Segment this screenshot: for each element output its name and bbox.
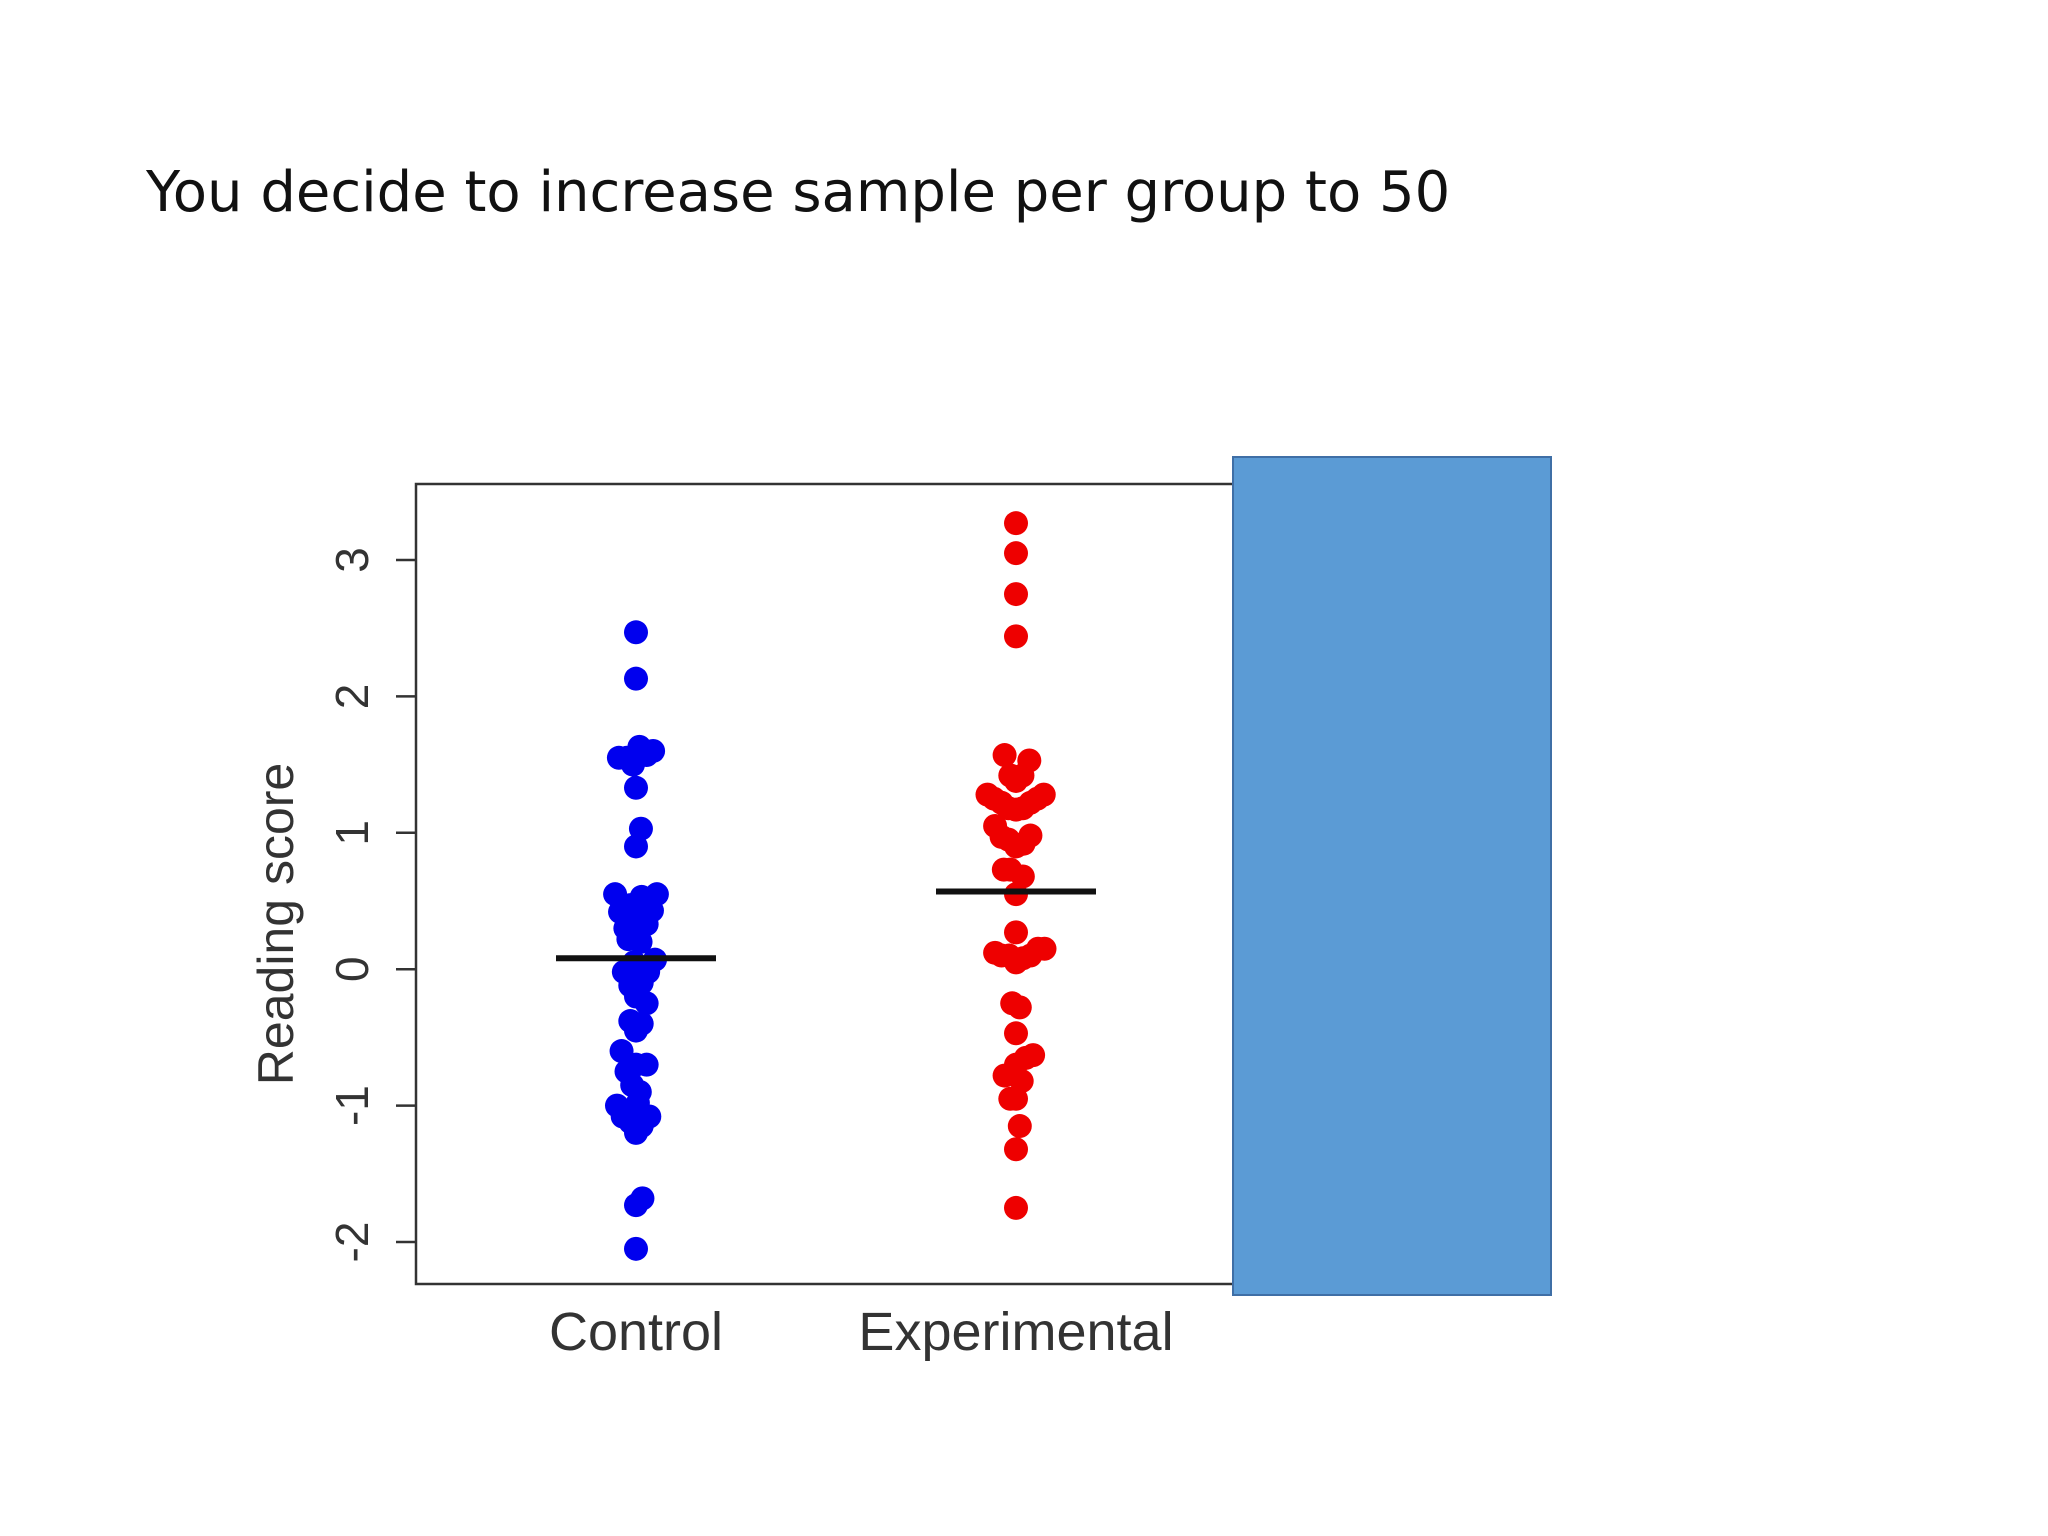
data-point [624,1236,648,1261]
data-point [629,1011,654,1036]
data-point [1031,782,1056,807]
data-point [641,738,666,763]
data-point [1021,1043,1046,1068]
data-point [624,834,648,859]
data-point [1032,936,1057,961]
y-tick-label: 0 [326,956,378,982]
slide-title: You decide to increase sample per group … [146,160,1451,225]
y-tick-label: 2 [326,684,378,710]
data-point [1007,1114,1032,1139]
data-point [628,929,653,954]
data-point [1004,624,1028,649]
data-point [1004,511,1028,536]
plot-frame [414,482,1238,1286]
data-point [1004,1137,1028,1162]
data-point [625,1090,650,1115]
data-point [634,991,659,1016]
data-point [634,1052,659,1077]
overlay-rectangle [1232,456,1552,1296]
x-category-label: Control [549,1302,723,1362]
data-point [1007,995,1032,1020]
data-point [1004,541,1028,566]
data-point [624,775,648,800]
data-point [624,666,648,691]
data-point [1004,1021,1028,1046]
y-tick-label: -1 [326,1085,378,1126]
y-tick-label: 1 [326,820,378,846]
y-tick-label: 3 [326,547,378,573]
data-point [1004,1195,1028,1220]
y-axis-label: Reading score [248,763,304,1085]
y-tick-label: -2 [326,1222,378,1263]
data-point [1004,1086,1028,1111]
data-point [1017,748,1042,773]
data-point [1018,823,1043,848]
data-point [624,620,648,645]
x-category-label: Experimental [858,1302,1173,1362]
data-point [644,882,669,907]
data-point [992,743,1017,768]
data-point [1004,920,1028,945]
data-point [1004,582,1028,607]
data-point [630,1186,655,1211]
data-point [632,957,657,982]
